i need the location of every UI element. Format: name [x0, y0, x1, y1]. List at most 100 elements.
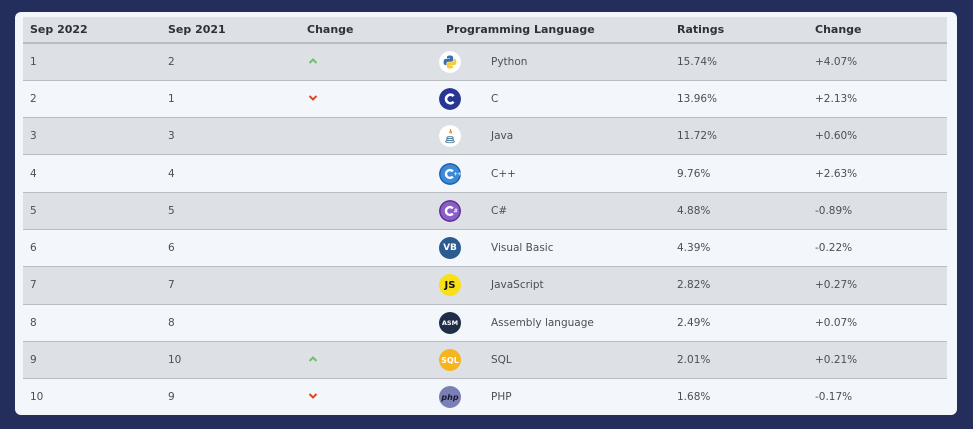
rank-sep-2022: 6	[23, 229, 161, 268]
rank-sep-2022: 5	[23, 192, 161, 230]
header-change-rank[interactable]: Change	[300, 17, 439, 44]
rating-value: 13.96%	[670, 80, 808, 119]
header-programming-language[interactable]: Programming Language	[439, 17, 670, 44]
language-name: JavaScript	[491, 279, 544, 292]
table-row: 4 4 ++ C++ 9.76% +2.63%	[23, 154, 947, 193]
language-name: SQL	[491, 354, 512, 367]
rating-change: +0.60%	[808, 117, 947, 156]
icon-label: ASM	[441, 318, 459, 327]
csharp-icon: #	[439, 199, 461, 222]
rank-sep-2021: 4	[161, 154, 300, 193]
tiobe-index-table: Sep 2022 Sep 2021 Change Programming Lan…	[23, 17, 947, 415]
rating-value: 2.49%	[670, 304, 808, 342]
rating-value: 4.88%	[670, 192, 808, 230]
rating-change: -0.89%	[808, 192, 947, 230]
cpp-icon: ++	[439, 162, 461, 185]
rating-change: +2.63%	[808, 154, 947, 193]
language-cell: ASM Assembly language	[439, 304, 670, 342]
language-cell: JS JavaScript	[439, 266, 670, 305]
icon-label: SQL	[441, 355, 459, 365]
svg-text:++: ++	[454, 171, 461, 177]
trend-up-icon	[308, 57, 318, 64]
language-name: Assembly language	[491, 316, 594, 329]
icon-label: VB	[443, 243, 457, 254]
rank-sep-2022: 1	[23, 43, 161, 81]
php-icon: php	[439, 386, 461, 409]
rating-value: 2.82%	[670, 266, 808, 305]
table-header-row: Sep 2022 Sep 2021 Change Programming Lan…	[23, 17, 947, 44]
language-name: C	[491, 92, 499, 105]
trend-up-icon	[308, 356, 318, 362]
table-row: 6 6 VB Visual Basic 4.39% -0.22%	[23, 229, 947, 268]
rank-sep-2021: 1	[161, 80, 300, 119]
rank-sep-2022: 3	[23, 117, 161, 156]
assembly-icon: ASM	[439, 311, 461, 334]
header-sep-2021[interactable]: Sep 2021	[161, 17, 300, 44]
rank-sep-2021: 10	[161, 341, 300, 380]
language-name: Java	[491, 130, 514, 143]
rating-value: 2.01%	[670, 341, 808, 380]
table-row: 2 1 C 13.96% +2.13%	[23, 80, 947, 119]
rating-value: 4.39%	[670, 229, 808, 268]
language-name: C#	[491, 204, 508, 217]
language-cell: VB Visual Basic	[439, 229, 670, 268]
rank-change	[300, 304, 439, 342]
header-sep-2022[interactable]: Sep 2022	[23, 17, 161, 44]
language-cell: Python	[439, 43, 670, 81]
language-name: Python	[491, 55, 528, 68]
language-cell: ++ C++	[439, 154, 670, 193]
header-ratings[interactable]: Ratings	[670, 17, 808, 44]
rank-change	[300, 80, 439, 119]
language-name: C++	[491, 167, 516, 180]
rating-value: 1.68%	[670, 378, 808, 415]
language-cell: Java	[439, 117, 670, 156]
rating-value: 11.72%	[670, 117, 808, 156]
trend-down-icon	[308, 95, 318, 101]
rating-change: +2.13%	[808, 80, 947, 119]
rating-change: +0.21%	[808, 341, 947, 380]
language-name: PHP	[491, 391, 512, 404]
language-cell: # C#	[439, 192, 670, 230]
rank-change	[300, 43, 439, 81]
rank-change	[300, 378, 439, 415]
rank-change	[300, 266, 439, 305]
rank-sep-2021: 6	[161, 229, 300, 268]
rank-sep-2021: 2	[161, 43, 300, 81]
icon-label: JS	[444, 279, 456, 291]
javascript-icon: JS	[439, 274, 461, 297]
rank-sep-2022: 8	[23, 304, 161, 342]
sql-icon: SQL	[439, 349, 461, 372]
language-cell: C	[439, 80, 670, 119]
rank-change	[300, 117, 439, 156]
rating-change: -0.22%	[808, 229, 947, 268]
table-row: 10 9 php PHP 1.68% -0.17%	[23, 378, 947, 415]
rank-change	[300, 341, 439, 380]
icon-label: php	[441, 392, 459, 402]
rank-sep-2021: 3	[161, 117, 300, 156]
rank-sep-2021: 7	[161, 266, 300, 305]
c-icon	[439, 87, 461, 110]
rank-sep-2021: 9	[161, 378, 300, 415]
table-row: 9 10 SQL SQL 2.01% +0.21%	[23, 341, 947, 380]
python-icon	[439, 50, 461, 73]
rank-change	[300, 154, 439, 193]
table-row: 5 5 # C# 4.88% -0.89%	[23, 192, 947, 230]
rating-change: +0.07%	[808, 304, 947, 342]
rank-sep-2022: 10	[23, 378, 161, 415]
rank-change	[300, 229, 439, 268]
rating-change: -0.17%	[808, 378, 947, 415]
rank-sep-2021: 8	[161, 304, 300, 342]
header-change-percent[interactable]: Change	[808, 17, 947, 44]
rank-sep-2022: 2	[23, 80, 161, 119]
rank-sep-2022: 4	[23, 154, 161, 193]
table-row: 1 2 Python 15.74% +4.07%	[23, 43, 947, 81]
rating-value: 15.74%	[670, 43, 808, 81]
java-icon	[439, 125, 461, 148]
rating-change: +0.27%	[808, 266, 947, 305]
visual-basic-icon: VB	[439, 237, 461, 260]
table-row: 3 3 Java 11.72% +0.60%	[23, 117, 947, 156]
table-row: 8 8 ASM Assembly language 2.49% +0.07%	[23, 304, 947, 342]
language-cell: SQL SQL	[439, 341, 670, 380]
rank-sep-2021: 5	[161, 192, 300, 230]
rank-sep-2022: 7	[23, 266, 161, 305]
